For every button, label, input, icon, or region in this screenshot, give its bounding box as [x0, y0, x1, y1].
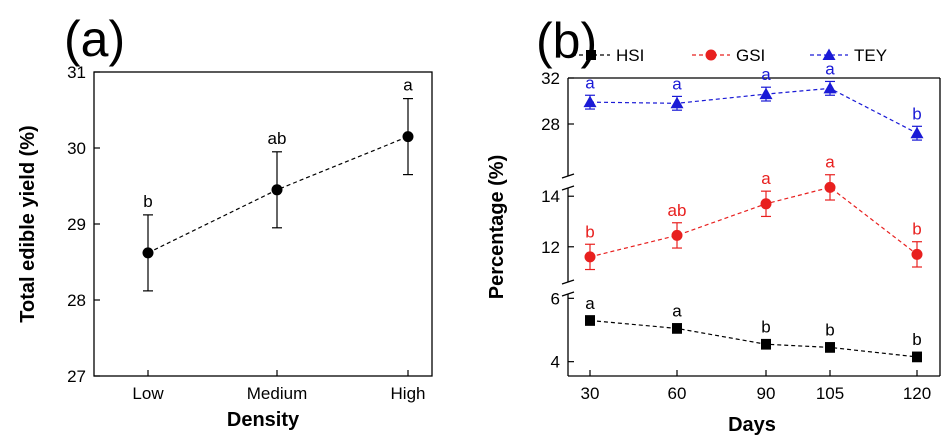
significance-label: b	[143, 192, 152, 211]
x-axis-label: Days	[728, 414, 776, 436]
x-tick-label: Low	[132, 384, 164, 403]
x-tick-label: 60	[668, 384, 687, 403]
plot-frame-a	[93, 71, 433, 377]
axis-break-mark	[561, 185, 575, 191]
data-point-gsi	[824, 181, 836, 193]
significance-label: a	[825, 153, 835, 172]
significance-label: b	[912, 104, 921, 123]
significance-label: b	[825, 321, 834, 340]
y-tick-label: 31	[67, 63, 86, 82]
data-point-hsi	[761, 339, 771, 350]
data-point	[402, 131, 414, 143]
significance-label: a	[403, 76, 413, 95]
legend-marker	[822, 48, 836, 60]
significance-label: a	[825, 59, 835, 78]
significance-label: b	[912, 220, 921, 239]
x-tick-label: 105	[816, 384, 844, 403]
y-tick-label: 12	[541, 238, 560, 257]
y-tick-label: 32	[541, 69, 560, 88]
data-point-hsi	[585, 315, 595, 326]
x-tick-label: 30	[581, 384, 600, 403]
data-point-hsi	[672, 323, 682, 334]
axis-break-mark	[561, 291, 575, 297]
y-tick-label: 14	[541, 187, 560, 206]
significance-label: ab	[268, 129, 287, 148]
y-tick-label: 28	[541, 115, 560, 134]
data-point-gsi	[911, 248, 923, 260]
y-tick-label: 30	[67, 139, 86, 158]
y-tick-label: 4	[551, 353, 560, 372]
data-point-gsi	[584, 251, 596, 263]
data-point-hsi	[912, 351, 922, 362]
data-point-gsi	[671, 229, 683, 241]
data-point-tey	[910, 126, 924, 139]
series-line-tey	[589, 87, 918, 134]
legend-item-hsi: HSI	[572, 46, 644, 65]
significance-label: a	[761, 65, 771, 84]
x-tick-label: 90	[757, 384, 776, 403]
legend-label: GSI	[736, 46, 765, 65]
significance-label: b	[585, 222, 594, 241]
data-point-hsi	[825, 342, 835, 353]
x-tick-label: High	[391, 384, 426, 403]
y-tick-label: 28	[67, 291, 86, 310]
panel-b: (b) 4 6 12 14 28 32 30 60 90 105 120 Days Percentage …	[486, 13, 941, 436]
y-axis-label: Total edible yield (%)	[17, 125, 39, 322]
significance-label: a	[672, 302, 682, 321]
panel-label-a: (a)	[64, 11, 125, 67]
legend-label: TEY	[854, 46, 887, 65]
legend-item-tey: TEY	[810, 46, 887, 65]
data-point	[271, 184, 283, 196]
significance-label: a	[585, 73, 595, 92]
data-point-gsi	[760, 198, 772, 210]
series-line-hsi	[589, 319, 918, 358]
panel-label-b: (b)	[536, 13, 597, 69]
y-tick-label: 6	[551, 289, 560, 308]
y-tick-label: 29	[67, 215, 86, 234]
legend-label: HSI	[616, 46, 644, 65]
legend-item-gsi: GSI	[692, 46, 765, 65]
axis-break-mark	[561, 173, 575, 179]
legend-marker	[705, 49, 717, 61]
significance-label: a	[672, 74, 682, 93]
significance-label: b	[761, 318, 770, 337]
data-point-tey	[759, 87, 773, 100]
legend: HSI GSI TEY	[572, 46, 887, 65]
y-tick-label: 27	[67, 367, 86, 386]
y-axis-label: Percentage (%)	[486, 155, 508, 300]
panel-a: (a) 27 28 29 30 31 Low Medium High Density Total e…	[17, 11, 433, 431]
significance-label: a	[761, 169, 771, 188]
x-tick-label: 120	[903, 384, 931, 403]
significance-label: a	[585, 294, 595, 313]
significance-label: ab	[668, 201, 687, 220]
axis-break-mark	[561, 279, 575, 285]
data-point	[142, 247, 154, 259]
data-point-tey	[670, 96, 684, 109]
data-point-tey	[823, 81, 837, 94]
x-axis-label: Density	[227, 409, 300, 431]
significance-label: b	[912, 330, 921, 349]
legend-marker	[586, 50, 596, 60]
series-line-gsi	[589, 186, 918, 258]
data-point-tey	[583, 95, 597, 108]
x-tick-label: Medium	[247, 384, 307, 403]
